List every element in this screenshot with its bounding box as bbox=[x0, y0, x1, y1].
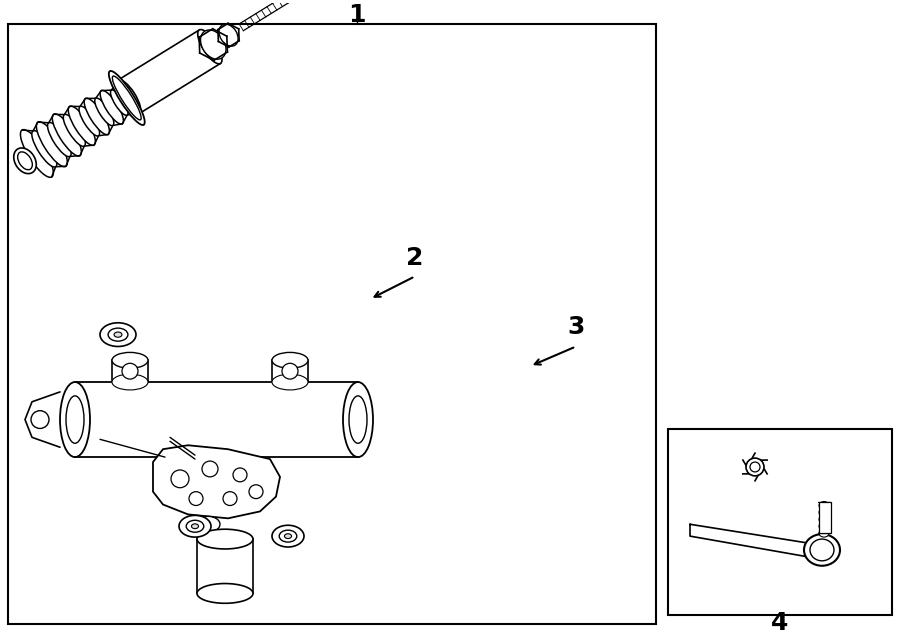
Ellipse shape bbox=[109, 71, 145, 125]
Ellipse shape bbox=[31, 411, 49, 429]
Ellipse shape bbox=[201, 30, 226, 59]
Ellipse shape bbox=[219, 24, 238, 46]
Ellipse shape bbox=[249, 485, 263, 499]
Ellipse shape bbox=[116, 82, 138, 113]
Ellipse shape bbox=[819, 501, 829, 510]
Text: 1: 1 bbox=[348, 3, 365, 27]
Bar bbox=[112, 361, 148, 382]
Polygon shape bbox=[25, 392, 60, 447]
Ellipse shape bbox=[111, 90, 128, 115]
Ellipse shape bbox=[819, 508, 829, 517]
Polygon shape bbox=[690, 524, 820, 557]
Bar bbox=[272, 361, 308, 382]
Ellipse shape bbox=[202, 461, 218, 477]
Ellipse shape bbox=[197, 583, 253, 603]
Polygon shape bbox=[118, 30, 220, 113]
Ellipse shape bbox=[272, 374, 308, 390]
Ellipse shape bbox=[79, 106, 100, 136]
Bar bbox=[819, 501, 831, 533]
Polygon shape bbox=[153, 445, 280, 519]
Ellipse shape bbox=[68, 106, 95, 145]
Ellipse shape bbox=[21, 129, 53, 177]
Ellipse shape bbox=[819, 515, 829, 523]
Ellipse shape bbox=[819, 529, 829, 537]
Ellipse shape bbox=[171, 470, 189, 488]
Ellipse shape bbox=[192, 524, 199, 529]
Ellipse shape bbox=[114, 332, 122, 337]
Polygon shape bbox=[22, 83, 137, 177]
Ellipse shape bbox=[63, 114, 86, 147]
Ellipse shape bbox=[108, 328, 128, 341]
Ellipse shape bbox=[100, 323, 136, 347]
Ellipse shape bbox=[223, 492, 237, 506]
Ellipse shape bbox=[750, 462, 760, 472]
Text: 4: 4 bbox=[771, 611, 788, 635]
Bar bbox=[668, 429, 892, 615]
Ellipse shape bbox=[94, 98, 113, 125]
Ellipse shape bbox=[199, 532, 217, 544]
Ellipse shape bbox=[804, 534, 840, 566]
Ellipse shape bbox=[189, 492, 203, 506]
Ellipse shape bbox=[284, 534, 292, 538]
Bar bbox=[197, 539, 253, 594]
Ellipse shape bbox=[272, 526, 304, 547]
Ellipse shape bbox=[14, 148, 36, 174]
Ellipse shape bbox=[279, 530, 297, 542]
Ellipse shape bbox=[122, 363, 138, 379]
Ellipse shape bbox=[48, 122, 71, 157]
Ellipse shape bbox=[196, 517, 220, 532]
Ellipse shape bbox=[52, 114, 81, 156]
Ellipse shape bbox=[343, 382, 373, 457]
Ellipse shape bbox=[272, 352, 308, 368]
Ellipse shape bbox=[100, 90, 123, 124]
Text: 3: 3 bbox=[567, 315, 585, 339]
Ellipse shape bbox=[197, 529, 253, 549]
Ellipse shape bbox=[112, 76, 141, 120]
Ellipse shape bbox=[32, 131, 57, 167]
Ellipse shape bbox=[36, 122, 68, 167]
Ellipse shape bbox=[810, 539, 834, 561]
Ellipse shape bbox=[18, 152, 32, 169]
Text: 2: 2 bbox=[406, 246, 424, 269]
Ellipse shape bbox=[60, 382, 90, 457]
Ellipse shape bbox=[179, 515, 211, 537]
Ellipse shape bbox=[85, 98, 110, 135]
Bar bbox=[8, 24, 656, 624]
Ellipse shape bbox=[112, 352, 148, 368]
Ellipse shape bbox=[116, 80, 140, 114]
Ellipse shape bbox=[186, 520, 203, 533]
Ellipse shape bbox=[349, 396, 367, 443]
Ellipse shape bbox=[112, 374, 148, 390]
Ellipse shape bbox=[198, 29, 222, 64]
Ellipse shape bbox=[819, 522, 829, 530]
Ellipse shape bbox=[746, 458, 764, 476]
Ellipse shape bbox=[66, 396, 84, 443]
Ellipse shape bbox=[233, 468, 247, 482]
Ellipse shape bbox=[282, 363, 298, 379]
